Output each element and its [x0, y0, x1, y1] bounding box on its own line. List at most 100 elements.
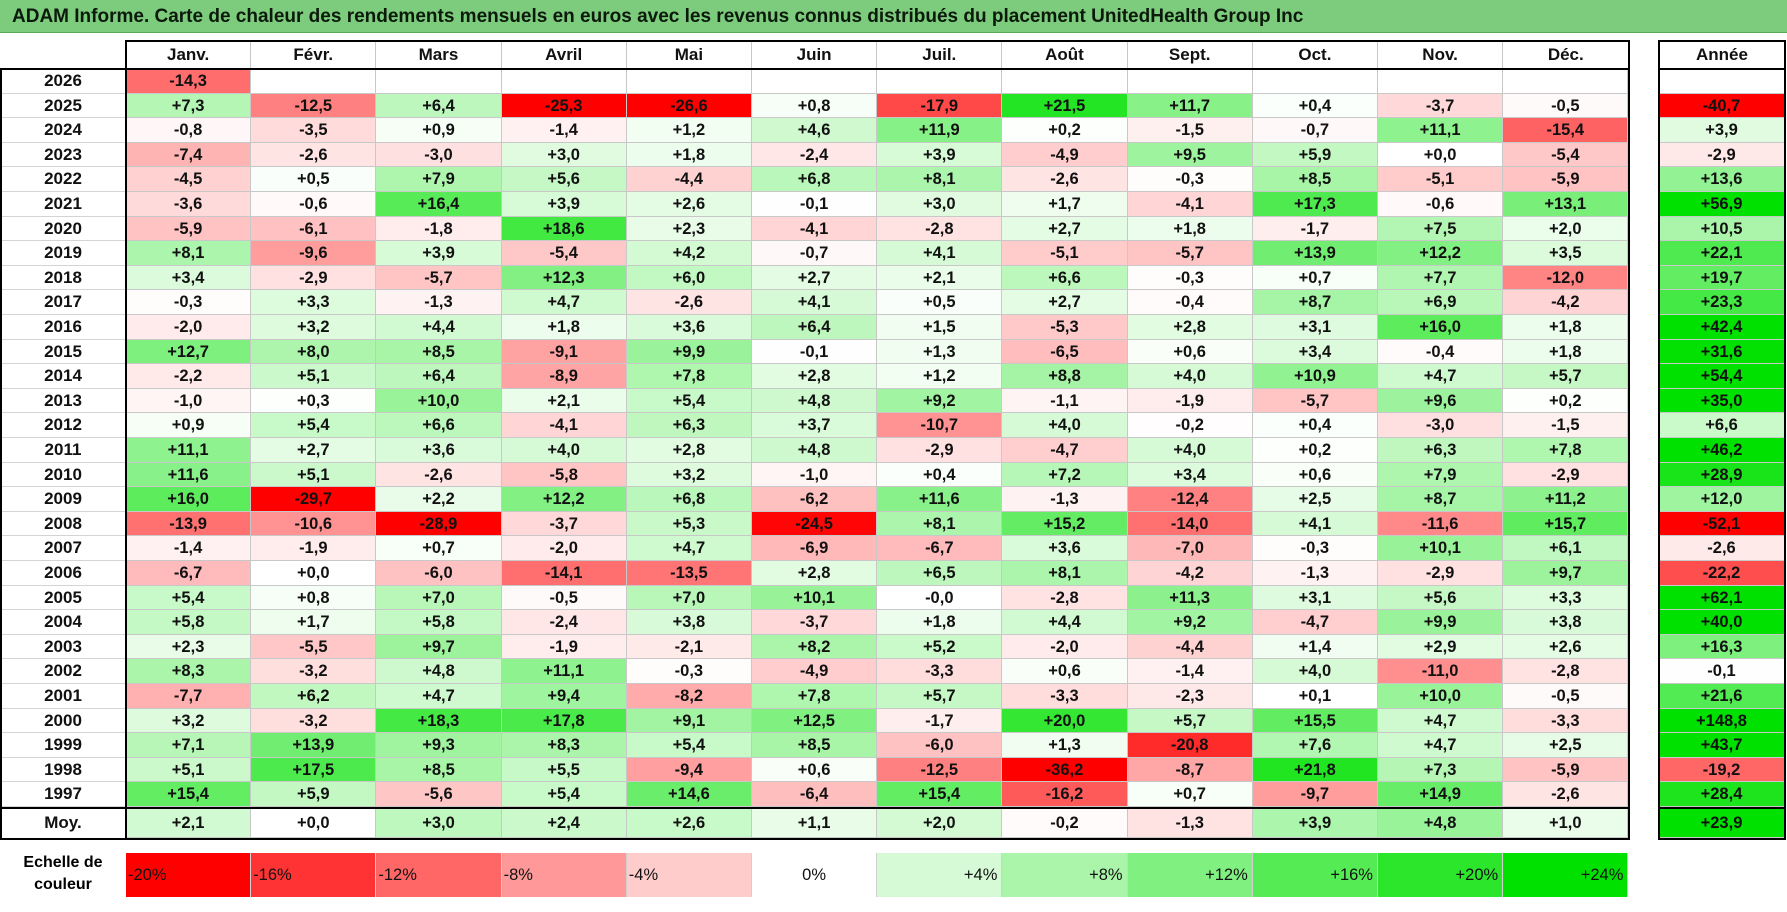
annual-return-cell: -2,6	[1659, 536, 1785, 561]
month-return-cell: -0,5	[1503, 684, 1629, 709]
month-return-cell: +7,7	[1378, 265, 1504, 291]
annual-return-cell	[1659, 69, 1785, 94]
month-return-cell: +1,3	[877, 339, 1003, 365]
month-return-cell: -2,6	[1002, 167, 1128, 192]
month-return-cell: +0,5	[877, 290, 1003, 315]
month-return-cell: -1,0	[752, 462, 878, 488]
month-return-cell: -5,3	[1002, 315, 1128, 340]
month-return-cell: -3,7	[752, 610, 878, 635]
month-return-cell: +0,4	[1252, 93, 1378, 119]
annual-return-cell: +6,6	[1659, 413, 1785, 438]
month-return-cell: +9,2	[1127, 610, 1253, 635]
month-return-cell: +3,2	[251, 315, 377, 340]
month-return-cell: +0,7	[376, 536, 502, 561]
month-return-cell: +0,1	[1252, 684, 1378, 709]
annual-return-cell: +28,9	[1659, 462, 1785, 488]
month-return-cell: +1,5	[877, 315, 1003, 340]
month-return-cell: -1,1	[1002, 388, 1128, 414]
month-return-cell: +0,4	[877, 462, 1003, 488]
month-return-cell: +9,2	[877, 388, 1003, 414]
month-return-cell: -1,9	[251, 536, 377, 561]
month-return-cell	[626, 69, 752, 94]
month-return-cell: +2,8	[752, 561, 878, 586]
month-return-cell: +3,9	[877, 142, 1003, 168]
month-return-cell	[251, 69, 377, 94]
month-return-cell: -4,4	[1127, 634, 1253, 660]
month-return-cell: -20,8	[1127, 733, 1253, 758]
month-return-cell: -0,7	[752, 241, 878, 266]
annual-return-cell: +10,5	[1659, 216, 1785, 242]
month-return-cell: -29,7	[251, 487, 377, 512]
month-return-cell: -10,7	[877, 413, 1003, 438]
year-label: 2008	[0, 511, 126, 537]
month-return-cell: +3,4	[1127, 462, 1253, 488]
month-return-cell	[752, 69, 878, 94]
month-return-cell: +8,1	[126, 241, 252, 266]
month-return-cell: +5,2	[877, 634, 1003, 660]
month-return-cell: +18,6	[501, 216, 627, 242]
annual-return-cell: +148,8	[1659, 708, 1785, 734]
month-return-cell: +2,2	[376, 487, 502, 512]
annual-return-cell: +31,6	[1659, 339, 1785, 365]
month-return-cell: +5,7	[1503, 364, 1629, 389]
year-label: 2003	[0, 634, 126, 660]
month-return-cell: +3,0	[501, 142, 627, 168]
month-return-cell: -1,3	[1002, 487, 1128, 512]
month-return-cell: +2,3	[626, 216, 752, 242]
month-return-cell: -4,9	[752, 659, 878, 684]
month-return-cell: -28,9	[376, 511, 502, 537]
annual-return-cell: +19,7	[1659, 265, 1785, 291]
month-return-cell: +18,3	[376, 708, 502, 734]
month-return-cell: -14,0	[1127, 511, 1253, 537]
month-return-cell: +0,7	[1127, 782, 1253, 807]
month-return-cell: +2,5	[1503, 733, 1629, 758]
month-return-cell: +3,9	[501, 192, 627, 217]
month-return-cell: -5,4	[1503, 142, 1629, 168]
month-return-cell: +6,3	[626, 413, 752, 438]
month-return-cell: -6,1	[251, 216, 377, 242]
month-return-cell: -5,7	[376, 265, 502, 291]
month-return-cell: +12,2	[501, 487, 627, 512]
column-header: Oct.	[1252, 41, 1378, 69]
month-return-cell: +2,7	[1002, 216, 1128, 242]
month-return-cell: -0,4	[1378, 339, 1504, 365]
month-return-cell: -6,5	[1002, 339, 1128, 365]
month-return-cell: +5,6	[1378, 585, 1504, 611]
month-return-cell: -2,8	[877, 216, 1003, 242]
month-return-cell: -3,0	[1378, 413, 1504, 438]
month-return-cell: -12,0	[1503, 265, 1629, 291]
month-return-cell: -9,1	[501, 339, 627, 365]
average-return-cell: +2,6	[626, 808, 752, 838]
year-label: 2007	[0, 536, 126, 561]
month-return-cell: +5,8	[126, 610, 252, 635]
month-return-cell: +4,8	[376, 659, 502, 684]
month-return-cell: +6,6	[1002, 265, 1128, 291]
month-return-cell: +2,8	[1127, 315, 1253, 340]
month-return-cell: -3,3	[1002, 684, 1128, 709]
month-return-cell: +11,6	[877, 487, 1003, 512]
month-return-cell: -16,2	[1002, 782, 1128, 807]
month-return-cell: +0,9	[126, 413, 252, 438]
month-return-cell: -5,4	[501, 241, 627, 266]
average-return-cell: +3,9	[1252, 808, 1378, 838]
month-return-cell: +4,0	[501, 438, 627, 463]
month-return-cell: +9,5	[1127, 142, 1253, 168]
month-return-cell: -2,9	[251, 265, 377, 291]
month-return-cell: +6,0	[626, 265, 752, 291]
annual-return-cell: +40,0	[1659, 610, 1785, 635]
month-return-cell: +5,9	[251, 782, 377, 807]
month-return-cell: +4,7	[1378, 708, 1504, 734]
column-header: Juil.	[877, 41, 1003, 69]
month-return-cell: +1,2	[626, 118, 752, 143]
color-scale-stop: -12%	[376, 853, 502, 897]
month-return-cell: +15,7	[1503, 511, 1629, 537]
month-return-cell: -14,3	[126, 69, 252, 94]
month-return-cell: +6,4	[752, 315, 878, 340]
annual-return-cell: +28,4	[1659, 782, 1785, 807]
year-label: 1997	[0, 782, 126, 807]
month-return-cell: -7,7	[126, 684, 252, 709]
month-return-cell: +2,1	[877, 265, 1003, 291]
month-return-cell: +7,1	[126, 733, 252, 758]
month-return-cell: -2,0	[1002, 634, 1128, 660]
month-return-cell: -3,0	[376, 142, 502, 168]
